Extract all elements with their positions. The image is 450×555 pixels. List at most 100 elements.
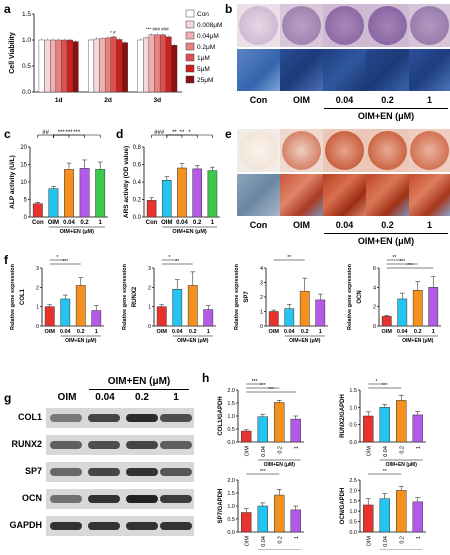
h3-ytick-label: 0.5 — [349, 520, 357, 526]
blot-band — [160, 522, 192, 530]
h0-bar — [274, 402, 285, 443]
blot-band — [126, 414, 158, 422]
a-bar — [44, 39, 51, 93]
f1-ytick-label: 3 — [148, 266, 151, 272]
a-bar — [171, 45, 178, 93]
f3-category-label: 1 — [432, 329, 435, 335]
f1-bar — [156, 306, 167, 327]
blot-band — [50, 414, 82, 422]
ars-micro-con — [237, 174, 280, 216]
a-group-label: 3d — [154, 97, 162, 104]
c-ylabel: ALP activity (U/L) — [9, 155, 16, 209]
f0-category-label: 1 — [95, 329, 98, 335]
d-ylabel: ARS activity (OD value) — [123, 146, 130, 218]
d-ytick-label: 0.8 — [133, 145, 142, 151]
f2-bar — [284, 308, 295, 327]
a-ylabel: Cell Viability — [9, 32, 16, 74]
f2-ytick-label: 0 — [260, 324, 263, 330]
h1-bar — [412, 414, 423, 443]
a-group-label: 2d — [104, 97, 112, 104]
f3-category-label: 0.04 — [397, 329, 409, 335]
blot-strip-col1 — [46, 408, 194, 428]
c-ytick-label: 5 — [24, 198, 28, 204]
f-ylabel: Relative gene expression — [347, 263, 353, 330]
f1-category-label: 0.2 — [189, 329, 197, 335]
a-bar — [88, 39, 95, 93]
d-bar — [207, 170, 218, 218]
c-group-label: OIM+EN (μM) — [60, 229, 95, 235]
a-sig-label: *** ### ### — [146, 27, 169, 32]
blot-label-sp7: SP7 — [24, 466, 42, 476]
blot-band — [126, 495, 158, 503]
a-bar — [121, 42, 128, 93]
blot-strip-ocn — [46, 489, 194, 509]
f-gene-label: SP7 — [244, 291, 250, 303]
a-bar — [159, 34, 166, 93]
a-ytick-label: 1.0 — [22, 37, 31, 44]
d-category-label: 1 — [211, 220, 215, 226]
blot-band — [160, 414, 192, 422]
f-sig-label: * — [57, 255, 59, 261]
c-category-label: OIM — [48, 220, 59, 226]
blot-band — [160, 441, 192, 449]
f1-bar — [187, 285, 198, 327]
h3-bar — [412, 501, 423, 533]
f-ylabel: Relative gene expression — [234, 263, 240, 330]
h3-bar — [379, 498, 390, 533]
f-sig-label: *** — [407, 263, 413, 269]
f1-category-label: 1 — [207, 329, 210, 335]
f-gene-label: COL1 — [20, 288, 26, 305]
h3-ytick-label: 0.0 — [349, 530, 357, 536]
label-004: 0.04 — [335, 95, 354, 105]
blot-strip-gapdh — [46, 516, 194, 536]
blot-band — [88, 522, 120, 530]
h0-category-label: 0.04 — [261, 446, 267, 457]
h3-ylabel: OCN/GAPDH — [340, 488, 346, 525]
a-bar — [55, 39, 62, 93]
ars-micro-1 — [409, 174, 450, 216]
a-bar — [110, 36, 117, 93]
a-bar — [104, 37, 112, 93]
f0-ytick-label: 2 — [36, 285, 39, 291]
a-legend-label: 0.2μM — [197, 44, 215, 51]
blot-label-gapdh: GAPDH — [9, 520, 42, 530]
dish-photo-con — [237, 4, 280, 47]
f2-category-label: 0.04 — [284, 329, 296, 335]
d-ytick-label: 0.0 — [133, 215, 142, 221]
c-category-label: 0.04 — [63, 220, 75, 226]
a-legend-swatch — [185, 31, 195, 40]
ars-dish-1 — [409, 129, 450, 172]
f-ylabel: Relative gene expression — [122, 263, 128, 330]
f2-ytick-label: 4 — [260, 266, 263, 272]
c-bar — [64, 169, 74, 218]
d-ytick-label: 0.2 — [133, 198, 142, 204]
blot-band — [88, 441, 120, 449]
h2-ytick-label: 0.0 — [227, 530, 235, 536]
a-group-label: 1d — [55, 97, 63, 104]
f0-group-label: OIM+EN (μM) — [65, 338, 97, 344]
h3-category-label: OIM — [366, 536, 372, 547]
h0-ytick-label: 1.5 — [227, 401, 235, 407]
a-legend-label: 25μM — [197, 77, 213, 84]
panel-f: f 0 1 2 3 OIM 0.04 0.2 1 OIM+EN (μM) Relative gen… — [0, 250, 450, 370]
f-gene-label: RUNX2 — [132, 286, 138, 307]
panel-label-c: c — [4, 127, 11, 141]
micro-photo-1 — [409, 49, 450, 91]
f3-ytick-label: 2 — [373, 305, 376, 311]
d-bar — [177, 167, 187, 218]
h0-category-label: 0.2 — [277, 446, 283, 454]
dish-photo-oim — [280, 4, 323, 47]
h2-bar — [257, 505, 268, 533]
ars-micro-004 — [323, 174, 366, 216]
blot-label-runx2: RUNX2 — [11, 439, 42, 449]
dish-photo-02 — [366, 4, 409, 47]
f0-category-label: OIM — [45, 329, 56, 335]
f2-ytick-label: 3 — [260, 281, 263, 287]
a-legend-swatch — [185, 75, 195, 84]
f0-category-label: 0.2 — [77, 329, 85, 335]
a-legend-swatch — [185, 42, 195, 51]
c-sig-label: *** — [58, 130, 66, 136]
blot-label-col1: COL1 — [17, 412, 42, 422]
f2-ytick-label: 2 — [260, 295, 263, 301]
